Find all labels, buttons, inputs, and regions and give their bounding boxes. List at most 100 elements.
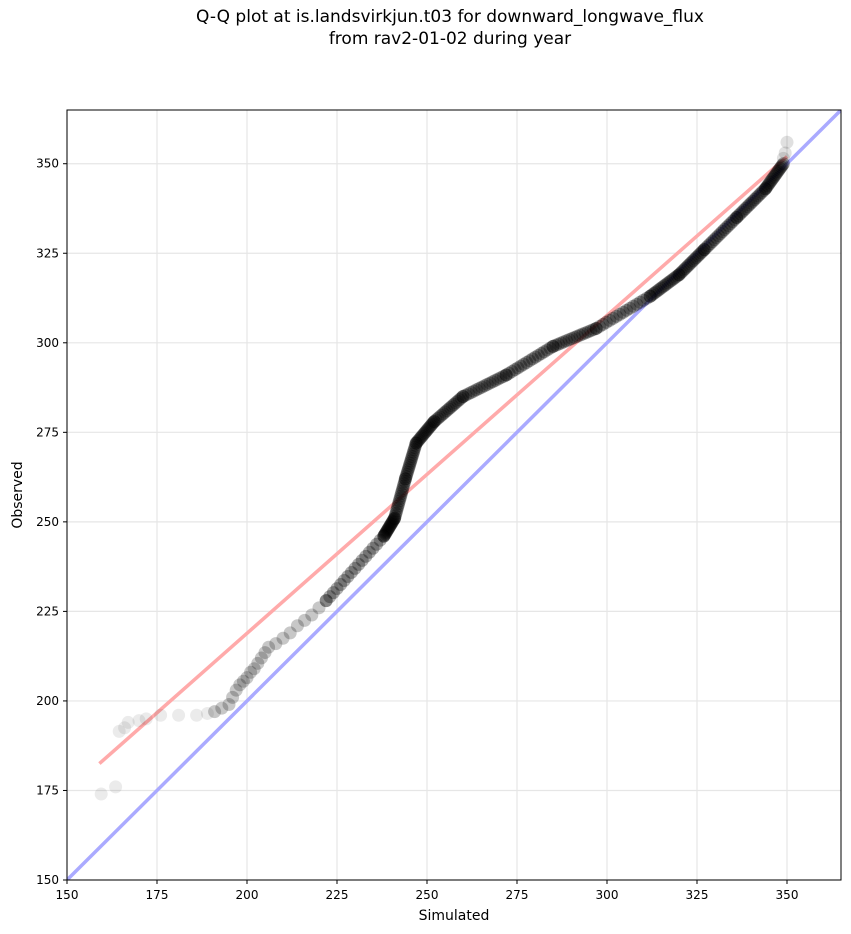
qq-point	[330, 582, 344, 596]
axis-ticks: 150 175 200 225 250 275 300 325 350 150 175 200 225 2…	[36, 157, 798, 902]
qq-point	[691, 249, 705, 263]
qq-point	[254, 651, 268, 665]
chart-title-line-2: from rav2-01-02 during year	[328, 29, 572, 49]
qq-point	[438, 405, 452, 419]
qq-point	[749, 191, 763, 205]
qq-point	[497, 369, 510, 383]
qq-point	[400, 465, 414, 479]
qq-point	[475, 380, 489, 394]
qq-point	[576, 327, 590, 341]
qq-point	[247, 662, 261, 676]
qq-point	[730, 210, 744, 224]
qq-point	[190, 708, 204, 722]
data-points	[94, 135, 794, 801]
qq-point	[396, 482, 410, 496]
qq-point	[409, 438, 423, 452]
qq-point	[222, 698, 236, 712]
qq-point	[685, 255, 699, 269]
qq-point	[491, 372, 505, 386]
qq-point	[645, 288, 659, 302]
qq-point	[366, 541, 380, 555]
qq-point	[636, 293, 650, 307]
qq-point	[603, 313, 617, 327]
qq-point	[389, 506, 403, 520]
qq-point	[633, 295, 647, 309]
y-tick-label: 325	[36, 246, 59, 260]
qq-point	[511, 361, 525, 375]
qq-point	[517, 357, 531, 371]
qq-point	[447, 397, 461, 411]
qq-point	[449, 396, 463, 410]
qq-point	[626, 299, 640, 313]
qq-point	[640, 291, 654, 305]
qq-point	[393, 492, 407, 506]
qq-point	[681, 258, 695, 272]
qq-point	[236, 674, 250, 688]
qq-point	[382, 521, 396, 535]
qq-point	[480, 377, 494, 391]
qq-point	[427, 415, 441, 429]
qq-point	[773, 161, 787, 175]
qq-point	[395, 484, 409, 498]
qq-point	[409, 436, 423, 450]
qq-point	[323, 590, 337, 604]
qq-point	[442, 402, 456, 416]
y-tick-label: 175	[36, 783, 59, 797]
qq-point	[403, 456, 417, 470]
qq-point	[780, 135, 794, 149]
qq-point	[427, 415, 441, 429]
qq-point	[172, 708, 186, 722]
qq-point	[546, 339, 560, 353]
qq-point	[730, 210, 744, 224]
qq-point	[200, 706, 214, 720]
qq-point	[452, 393, 466, 407]
y-tick-label: 150	[36, 873, 59, 887]
qq-point	[380, 524, 394, 538]
qq-point	[776, 157, 790, 171]
qq-point	[670, 269, 684, 283]
qq-point	[377, 528, 391, 542]
qq-point	[686, 254, 700, 268]
qq-point	[407, 443, 421, 457]
qq-point	[377, 529, 391, 543]
qq-point	[434, 408, 448, 422]
qq-point	[229, 683, 243, 697]
qq-point	[208, 705, 222, 719]
qq-point	[761, 179, 775, 193]
qq-point	[578, 326, 592, 340]
qq-point	[409, 436, 423, 450]
qq-point	[394, 489, 408, 503]
plot-frame	[66, 109, 842, 881]
qq-point	[656, 280, 670, 294]
qq-point	[769, 168, 783, 182]
qq-point	[94, 787, 108, 801]
qq-point	[711, 229, 725, 243]
qq-point	[486, 375, 500, 389]
qq-point	[537, 345, 551, 359]
qq-point	[118, 721, 132, 735]
qq-point	[283, 626, 297, 640]
qq-point	[531, 348, 545, 362]
qq-point	[410, 435, 424, 449]
qq-point	[379, 526, 393, 540]
qq-point	[443, 400, 457, 414]
qq-point	[415, 429, 429, 443]
qq-point	[661, 276, 675, 290]
qq-point	[494, 371, 508, 385]
x-tick-label: 325	[686, 888, 709, 902]
qq-point	[672, 268, 686, 282]
qq-point	[760, 180, 774, 194]
qq-point	[570, 329, 584, 343]
qq-point	[649, 285, 663, 299]
qq-point	[391, 499, 405, 513]
qq-point	[429, 413, 443, 427]
qq-point	[733, 207, 747, 221]
qq-point	[359, 549, 373, 563]
qq-point	[436, 407, 450, 421]
qq-point	[385, 516, 399, 530]
x-tick-label: 225	[326, 888, 349, 902]
qq-point	[398, 474, 412, 488]
qq-point	[737, 203, 751, 217]
qq-point	[121, 715, 135, 729]
qq-point	[658, 278, 672, 292]
